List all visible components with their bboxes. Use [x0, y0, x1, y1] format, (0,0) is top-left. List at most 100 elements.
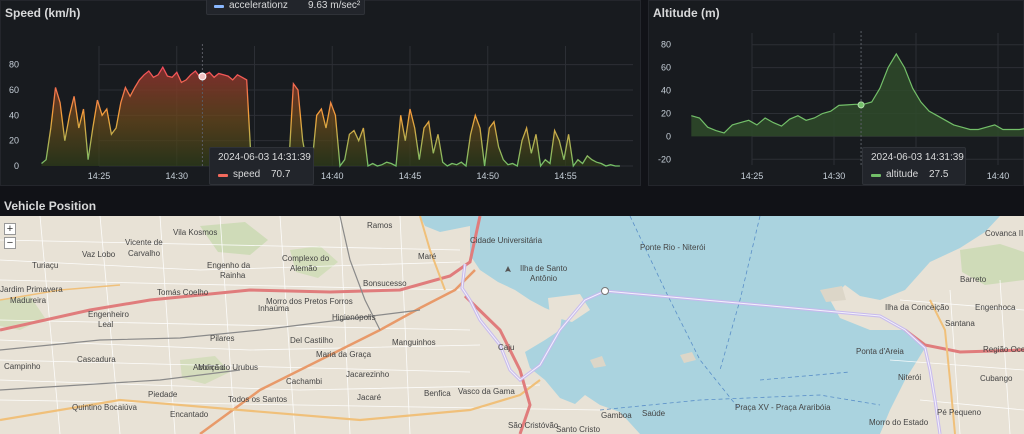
map-place-label: Abolição [193, 363, 224, 372]
map-place-label: Quintino Bocaiúva [72, 403, 137, 412]
map-place-label: Madureira [10, 296, 47, 305]
altitude-area [691, 53, 1024, 137]
map-place-label: Jardim Primavera [0, 285, 63, 294]
map-place-label: Tomás Coelho [157, 288, 209, 297]
x-tick-label: 14:40 [321, 171, 344, 181]
map-place-label: Ponte Rio - Niterói [640, 243, 706, 252]
map-place-label: Morro do Estado [869, 418, 929, 427]
map-place-label: Benfica [424, 389, 451, 398]
map-place-label: Manguinhos [392, 338, 436, 347]
zoom-out-button[interactable]: − [4, 237, 16, 249]
map-place-label: Cascadura [77, 355, 116, 364]
map-place-label: Pilares [210, 334, 234, 343]
speed-tooltip: 2024-06-03 14:31:39 speed 70.7 [209, 147, 314, 185]
map-place-label: São Cristóvão [508, 421, 559, 430]
y-tick-label: 20 [661, 108, 671, 118]
map-place-label: Covanca II [985, 229, 1023, 238]
map-place-label: Cachambi [286, 377, 322, 386]
map-park [960, 244, 1024, 285]
map-place-label: Praça XV - Praça Araribóia [735, 403, 831, 412]
map-place-label: Leal [98, 320, 113, 329]
map-canvas[interactable]: Ramos Cidade Universitária Vila Kosmos Vice… [0, 216, 1024, 434]
map-place-label: Ramos [367, 221, 392, 230]
y-tick-label: 60 [9, 85, 19, 95]
map-place-label: Encantado [170, 410, 209, 419]
map-rail-lines [0, 216, 421, 391]
altitude-tooltip-value: 27.5 [929, 169, 949, 180]
y-tick-label: 0 [666, 131, 671, 141]
map-island [680, 352, 696, 363]
x-tick-label: 14:30 [165, 171, 188, 181]
map-place-label: Gamboa [601, 411, 632, 420]
speed-hover-point [198, 72, 207, 81]
map-place-label: Inhaúma [258, 304, 290, 313]
map-place-label: Piedade [148, 390, 178, 399]
map-place-label: Ponta d'Areia [856, 347, 904, 356]
vehicle-route-outline [461, 263, 941, 434]
vehicle-position-marker[interactable] [601, 287, 609, 295]
y-tick-label: 80 [9, 60, 19, 70]
map-place-label: Cidade Universitária [470, 236, 543, 245]
map-park [200, 222, 268, 255]
map-place-label: Carvalho [128, 249, 161, 258]
map-place-label: Todos os Santos [228, 395, 287, 404]
altitude-tooltip: 2024-06-03 14:31:39 altitude 27.5 [862, 147, 966, 185]
accelerationz-tooltip-series: accelerationz [229, 0, 288, 11]
map-place-label: Engenheiro [88, 310, 129, 319]
map-place-label: Complexo do [282, 254, 330, 263]
accelerationz-tooltip-value: 9.63 m/sec² [308, 0, 361, 11]
map-place-label: Morro dos Pretos Forros [266, 297, 353, 306]
map-place-label: Caju [498, 343, 514, 352]
accelerationz-legend-swatch [214, 5, 224, 8]
map-island [590, 356, 606, 368]
y-tick-label: 40 [9, 110, 19, 120]
map-place-label: Vicente de [125, 238, 163, 247]
y-tick-label: 0 [14, 161, 19, 171]
vehicle-position-panel: Vehicle Position [0, 194, 1024, 434]
x-tick-label: 14:30 [823, 171, 846, 181]
map-island [548, 294, 590, 322]
altitude-legend-swatch [871, 174, 881, 177]
map-place-label: Bonsucesso [363, 279, 407, 288]
map-place-label: Vaz Lobo [82, 250, 116, 259]
speed-series-line [41, 65, 620, 168]
map-place-label: Cubango [980, 374, 1013, 383]
speed-legend-swatch [218, 174, 228, 177]
map-place-label: Santo Cristo [556, 425, 601, 434]
map-place-label: Maria da Graça [316, 350, 372, 359]
speed-tooltip-series: speed [233, 169, 261, 180]
map-island [820, 286, 846, 302]
map-place-label: Engenhoca [975, 303, 1016, 312]
guanabara-bay [470, 216, 1000, 434]
altitude-panel-title: Altitude (m) [653, 6, 720, 20]
speed-tooltip-value: 70.7 [271, 169, 291, 180]
map-minor-roads [0, 216, 1024, 434]
map-place-label: Saúde [642, 409, 666, 418]
map-place-label: Rainha [220, 271, 246, 280]
x-tick-label: 14:50 [476, 171, 499, 181]
y-tick-label: 80 [661, 40, 671, 50]
x-tick-label: 14:25 [741, 171, 764, 181]
map-park [180, 356, 230, 384]
map-place-label: Barreto [960, 275, 987, 284]
map-place-label: Jacaré [357, 393, 382, 402]
map-place-label: Alemão [290, 264, 318, 273]
map-place-label: Campinho [4, 362, 41, 371]
accelerationz-tooltip: accelerationz 9.63 m/sec² [206, 0, 365, 15]
airport-icon [505, 266, 511, 272]
altitude-tooltip-time: 2024-06-03 14:31:39 [871, 152, 964, 163]
map-place-label: Região Ocea [983, 345, 1024, 354]
speed-tooltip-time: 2024-06-03 14:31:39 [218, 152, 311, 163]
y-tick-label: 60 [661, 63, 671, 73]
map-water [420, 216, 470, 232]
speed-panel-title: Speed (km/h) [5, 6, 81, 20]
map-ferry-lines [599, 216, 881, 411]
map-place-label: Antônio [530, 274, 558, 283]
map-place-label: Niterói [898, 373, 921, 382]
map-place-label: Morro do Urubus [198, 363, 258, 372]
zoom-in-button[interactable]: + [4, 223, 16, 235]
map-place-label: Del Castilho [290, 336, 334, 345]
